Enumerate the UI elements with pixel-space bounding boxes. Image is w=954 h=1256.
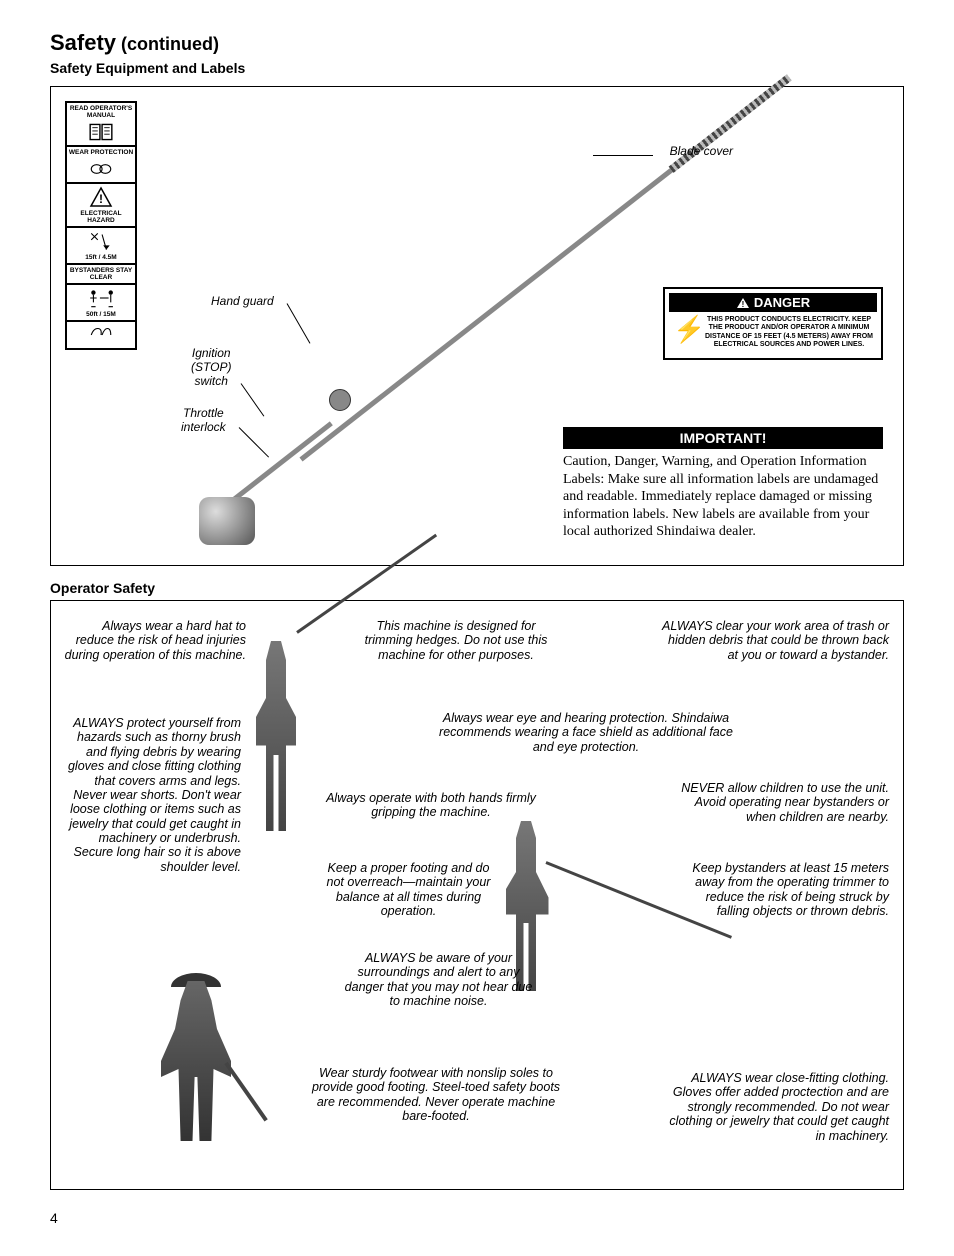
title-continued: (continued): [116, 34, 219, 54]
hand-guard: [329, 389, 351, 411]
label-distance-50ft: 50ft / 15M: [67, 285, 135, 322]
callout-ignition: Ignition (STOP) switch: [191, 347, 231, 388]
tip-both-hands: Always operate with both hands firmly gr…: [321, 791, 541, 820]
danger-title: DANGER: [754, 295, 810, 310]
tip-hedges: This machine is designed for trimming he…: [361, 619, 551, 662]
label-text: READ OPERATOR'S MANUAL: [68, 105, 134, 119]
label-text: ELECTRICAL HAZARD: [68, 210, 134, 224]
tip-eye-hearing: Always wear eye and hearing protection. …: [431, 711, 741, 754]
page-header: Safety (continued) Safety Equipment and …: [50, 30, 904, 76]
operator-safety-box: Always wear a hard hat to reduce the ris…: [50, 600, 904, 1190]
label-read-manual: READ OPERATOR'S MANUAL: [67, 103, 135, 147]
title-main: Safety: [50, 30, 116, 55]
warning-triangle-icon: !: [736, 297, 750, 309]
warning-triangle-icon: !: [88, 186, 114, 208]
label-text: 50ft / 15M: [86, 311, 116, 318]
safety-label-strip: READ OPERATOR'S MANUAL WEAR PROTECTION !…: [65, 101, 137, 350]
tip-footwear: Wear sturdy footwear with nonslip soles …: [306, 1066, 566, 1124]
tip-clothing: ALWAYS wear close-fitting clothing. Glov…: [664, 1071, 889, 1143]
danger-body: ⚡ THIS PRODUCT CONDUCTS ELECTRICITY. KEE…: [669, 312, 877, 354]
bystander-icon: [88, 287, 114, 309]
danger-heading: ! DANGER: [669, 293, 877, 312]
important-block: IMPORTANT! Caution, Danger, Warning, and…: [563, 427, 883, 541]
equipment-diagram: READ OPERATOR'S MANUAL WEAR PROTECTION !…: [50, 86, 904, 566]
tip-clear-area: ALWAYS clear your work area of trash or …: [659, 619, 889, 662]
operator-safety-title: Operator Safety: [50, 580, 904, 596]
label-text: BYSTANDERS STAY CLEAR: [68, 267, 134, 281]
trimmer-engine: [199, 497, 255, 545]
danger-label: ! DANGER ⚡ THIS PRODUCT CONDUCTS ELECTRI…: [663, 287, 883, 360]
svg-text:!: !: [741, 300, 744, 309]
section-subtitle: Safety Equipment and Labels: [50, 60, 904, 76]
tip-bystanders: Keep bystanders at least 15 meters away …: [679, 861, 889, 919]
tip-hard-hat: Always wear a hard hat to reduce the ris…: [61, 619, 246, 662]
bolt-icon: ⚡: [673, 314, 705, 345]
tip-footing: Keep a proper footing and do not overrea…: [321, 861, 496, 919]
label-wear-protection: WEAR PROTECTION: [67, 147, 135, 184]
important-heading: IMPORTANT!: [563, 427, 883, 449]
book-icon: [88, 121, 114, 143]
label-text: WEAR PROTECTION: [69, 149, 133, 156]
label-hands: [67, 322, 135, 348]
tip-protect: ALWAYS protect yourself from hazards suc…: [61, 716, 241, 874]
callout-throttle: Throttle interlock: [181, 407, 226, 435]
label-electrical-hazard: ! ELECTRICAL HAZARD: [67, 184, 135, 228]
tip-no-children: NEVER allow children to use the unit. Av…: [679, 781, 889, 824]
danger-text: THIS PRODUCT CONDUCTS ELECTRICITY. KEEP …: [705, 316, 873, 348]
svg-text:!: !: [99, 192, 103, 206]
page-number: 4: [50, 1210, 904, 1226]
callout-blade-cover: Blade cover: [670, 145, 733, 159]
goggles-icon: [88, 158, 114, 180]
figure-operator-3: [161, 981, 231, 1141]
figure-operator-1: [251, 641, 301, 831]
hands-icon: [88, 324, 114, 346]
important-text: Caution, Danger, Warning, and Operation …: [563, 449, 883, 541]
label-distance-15ft: 15ft / 4.5M: [67, 228, 135, 265]
label-bystanders: BYSTANDERS STAY CLEAR: [67, 265, 135, 285]
powerline-icon: [88, 230, 114, 252]
callout-hand-guard: Hand guard: [211, 295, 274, 309]
tip-aware: ALWAYS be aware of your surroundings and…: [341, 951, 536, 1009]
figure-operator-3-tool: [224, 1062, 267, 1122]
label-text: 15ft / 4.5M: [85, 254, 116, 261]
trimmer-illustration: [299, 162, 680, 461]
